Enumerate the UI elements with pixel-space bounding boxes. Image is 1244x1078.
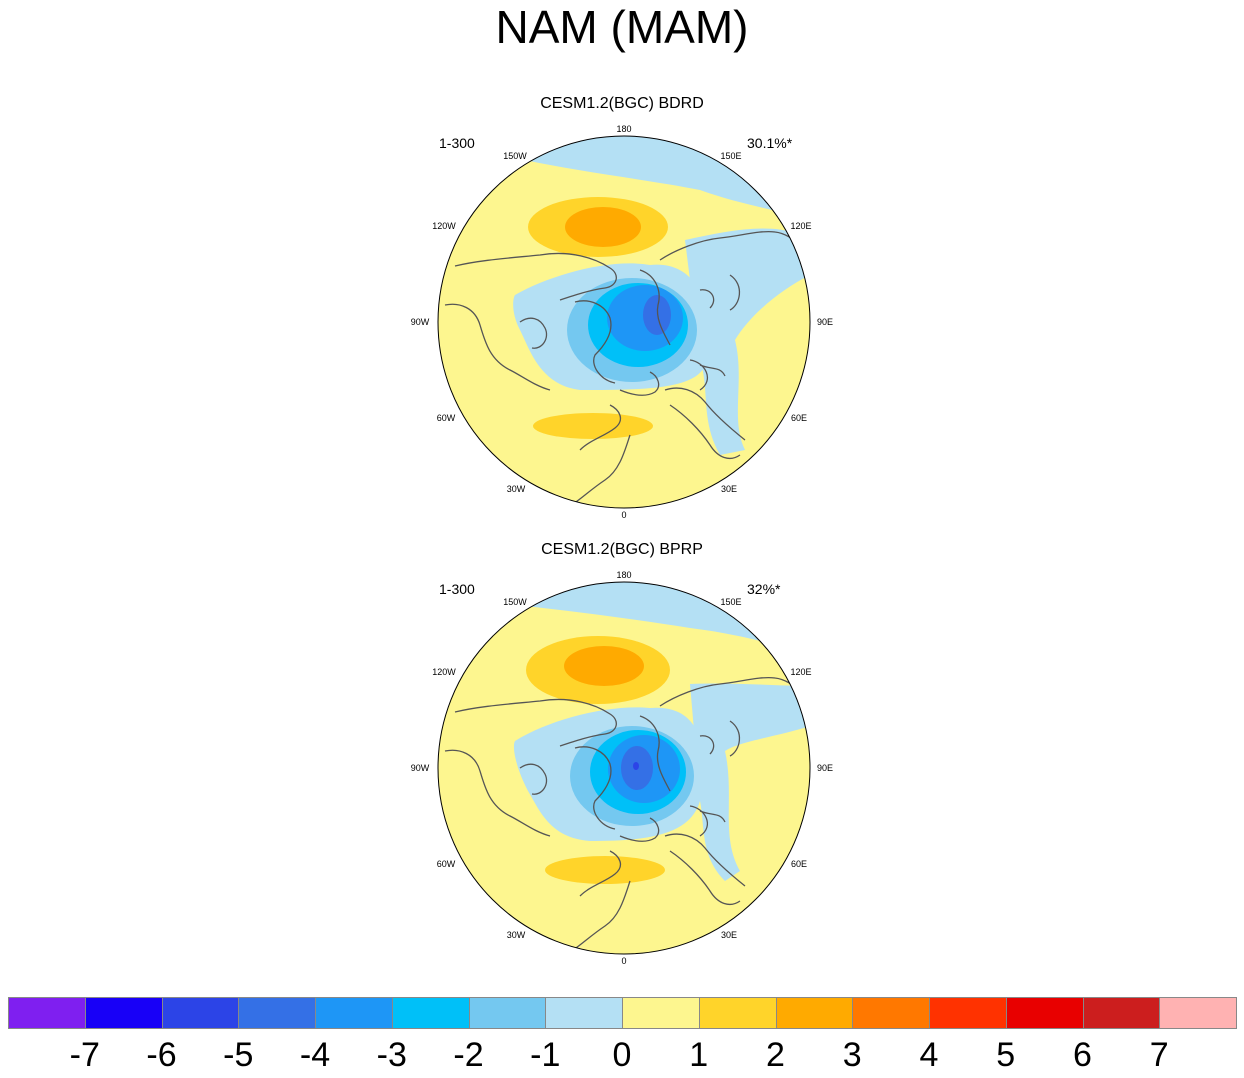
colorbar-box	[622, 997, 700, 1029]
lon-label-30w: 30W	[507, 484, 526, 494]
colorbar-box	[161, 997, 240, 1029]
colorbar-tick-label: 3	[842, 1036, 862, 1074]
lon-label-0: 0	[621, 510, 626, 520]
panel-2-left-label: 1-300	[439, 581, 475, 597]
colorbar-tick-label: -1	[530, 1036, 561, 1074]
colorbar-tick-label: 4	[919, 1036, 939, 1074]
panel-1-title: CESM1.2(BGC) BDRD	[540, 95, 704, 112]
polar-map-1: 180 150W 150E 120W 120E 90W 90E 60W 60E …	[411, 124, 833, 520]
lon-label-30e: 30E	[721, 484, 737, 494]
colorbar-tick-label: -2	[453, 1036, 484, 1074]
colorbar-tick-label: 2	[766, 1036, 785, 1074]
map-boundary	[437, 581, 811, 955]
colorbar-tick-label: 6	[1073, 1036, 1092, 1074]
colorbar-box	[468, 997, 547, 1029]
colorbar-box	[775, 997, 854, 1029]
lon-label-60e: 60E	[791, 413, 807, 423]
coastlines	[444, 676, 801, 953]
lon-label-90e: 90E	[817, 763, 833, 773]
lon-label-120e: 120E	[790, 221, 811, 231]
arctic-negative-m6	[633, 762, 639, 770]
colorbar-box	[8, 997, 86, 1029]
colorbar-box	[698, 997, 777, 1029]
colorbar-tick-label: -7	[69, 1036, 100, 1074]
colorbar-box	[1005, 997, 1084, 1029]
lon-label-120w: 120W	[432, 667, 456, 677]
map-boundary	[437, 135, 811, 509]
panel-1-left-label: 1-300	[439, 135, 475, 151]
lon-label-60w: 60W	[437, 413, 456, 423]
pacific-positive-2	[565, 207, 641, 247]
panel-2-title: CESM1.2(BGC) BPRP	[541, 541, 703, 558]
colorbar	[8, 997, 1237, 1031]
lon-label-150w: 150W	[503, 151, 527, 161]
lon-label-0: 0	[621, 956, 626, 966]
colorbar-box	[315, 997, 393, 1029]
panel-1-right-label: 30.1%*	[747, 135, 793, 151]
lon-label-30w: 30W	[507, 930, 526, 940]
lon-label-150w: 150W	[503, 597, 527, 607]
lon-label-180: 180	[616, 124, 631, 134]
map-panel-2: CESM1.2(BGC) BPRP 1-300 32%*	[400, 536, 844, 976]
lon-label-60e: 60E	[791, 859, 807, 869]
lon-label-150e: 150E	[720, 597, 741, 607]
atlantic-positive-1	[545, 856, 665, 884]
colorbar-box	[391, 997, 470, 1029]
lon-label-90w: 90W	[411, 317, 430, 327]
colorbar-box	[1159, 997, 1237, 1029]
colorbar-box	[84, 997, 163, 1029]
eurasian-negative-lobe	[685, 228, 810, 455]
colorbar-tick-label: -6	[146, 1036, 177, 1074]
arctic-negative-m5	[643, 295, 671, 335]
lon-label-180: 180	[616, 570, 631, 580]
colorbar-tick-label: -3	[376, 1036, 407, 1074]
colorbar-tick-label: 0	[612, 1036, 632, 1074]
pacific-positive-2	[564, 646, 644, 686]
colorbar-box	[852, 997, 930, 1029]
lon-label-90w: 90W	[411, 763, 430, 773]
lon-label-120w: 120W	[432, 221, 456, 231]
lon-label-90e: 90E	[817, 317, 833, 327]
atlantic-positive-1	[533, 413, 653, 439]
colorbar-tick-label: -5	[223, 1036, 254, 1074]
colorbar-box	[545, 997, 623, 1029]
colorbar-tick-label: 1	[689, 1036, 709, 1074]
lon-label-120e: 120E	[790, 667, 811, 677]
panel-2-right-label: 32%*	[747, 581, 781, 597]
colorbar-box	[1082, 997, 1161, 1029]
colorbar-box	[929, 997, 1007, 1029]
map-panel-1: CESM1.2(BGC) BDRD 1-300 30.1%*	[400, 90, 844, 530]
colorbar-tick-label: 5	[996, 1036, 1016, 1074]
colorbar-tick-label: 7	[1149, 1036, 1169, 1074]
eurasian-negative-lobe	[690, 683, 810, 881]
lon-label-30e: 30E	[721, 930, 737, 940]
colorbar-box	[238, 997, 316, 1029]
colorbar-tick-label: -4	[299, 1036, 331, 1074]
lon-label-60w: 60W	[437, 859, 456, 869]
main-title: NAM (MAM)	[495, 1, 749, 53]
polar-map-2: 180 150W 150E 120W 120E 90W 90E 60W 60E …	[411, 570, 833, 966]
lon-label-150e: 150E	[720, 151, 741, 161]
